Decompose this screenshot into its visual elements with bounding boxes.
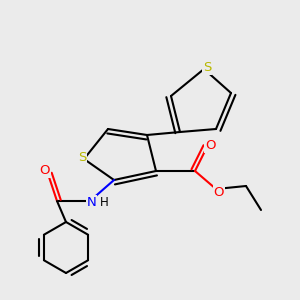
Text: H: H [100, 196, 109, 209]
Text: S: S [78, 151, 87, 164]
Text: O: O [205, 139, 215, 152]
Text: O: O [40, 164, 50, 178]
Text: O: O [214, 185, 224, 199]
Text: S: S [203, 61, 211, 74]
Text: N: N [87, 196, 96, 209]
